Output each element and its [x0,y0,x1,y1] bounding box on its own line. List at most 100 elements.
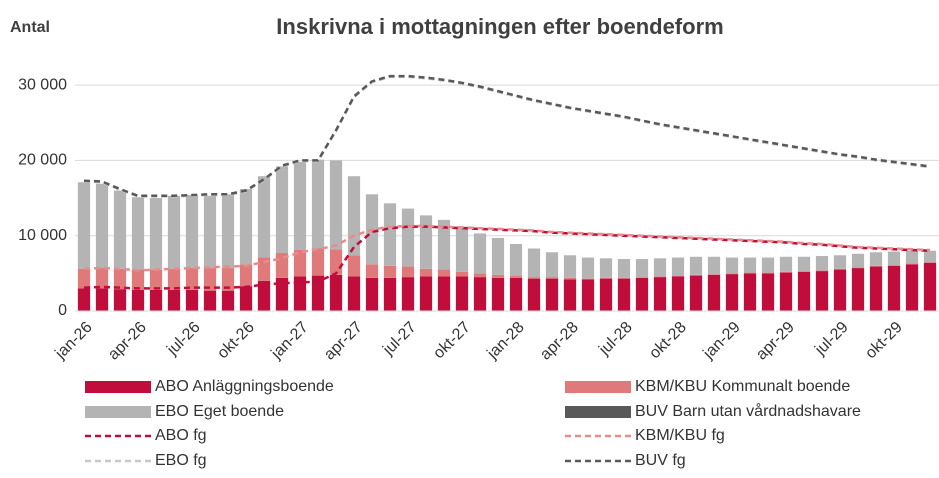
bar-segment [311,275,325,311]
bar-segment [725,257,739,274]
bar-segment [851,253,865,268]
bar-segment [509,277,523,311]
bar-segment [707,256,721,275]
legend-label: EBO fg [155,452,207,469]
legend-label: KBM/KBU Kommunalt boende [635,378,850,395]
bar-segment [689,275,703,311]
bar-segment [203,268,217,291]
chart-title: Inskrivna i mottagningen efter boendefor… [276,14,723,39]
bar-segment [473,273,487,278]
bar-segment [167,289,181,311]
bar-segment [365,264,379,278]
bar-segment [635,277,649,278]
bar-segment [509,275,523,278]
bar-segment [923,250,937,263]
x-tick-label: jul-27 [379,319,419,359]
bar-segment [329,160,343,250]
bar-segment [239,286,253,311]
bar-segment [113,289,127,311]
legend-label: ABO fg [155,427,207,444]
bar-segment [743,272,757,274]
bar-segment [617,278,631,311]
legend-label: BUV Barn utan vårdnadshavare [635,402,861,420]
bar-segment [293,250,307,277]
bar-segment [779,272,793,311]
bar-segment [221,194,235,269]
bar-segment [401,208,415,267]
x-tick-label: okt-26 [214,319,258,363]
bar-segment [401,266,415,278]
bar-segment [275,166,289,254]
bar-segment [95,268,109,289]
bar-segment [311,159,325,249]
bar-segment [887,265,901,266]
legend-swatch [85,381,151,393]
bar-segment [131,197,145,270]
bar-segment [329,249,343,275]
x-tick-label: okt-28 [646,319,690,363]
bar-segment [257,280,271,311]
bar-segment [563,279,577,311]
bar-segment [707,274,721,275]
y-axis-label: Antal [10,19,50,36]
x-tick-label: okt-29 [862,319,906,363]
bar-segment [527,278,541,311]
bar-segment [203,290,217,311]
x-tick-label: jul-26 [163,319,203,359]
bar-segment [833,255,847,269]
bar-segment [275,277,289,311]
legend-swatch [565,406,631,418]
bar-segment [77,182,91,269]
bar-segment [437,276,451,311]
bar-segment [437,219,451,270]
bar-segment [293,276,307,311]
x-tick-label: jan-29 [700,319,744,363]
bar-segment [347,276,361,311]
bar-segment [833,269,847,311]
bar-segment [383,277,397,311]
x-tick-label: jan-28 [484,319,528,363]
x-tick-label: jan-27 [268,319,312,363]
bar-segment [761,272,775,274]
bar-segment [599,277,613,279]
legend-swatch [565,381,631,393]
bar-segment [473,233,487,274]
bar-segment [419,276,433,311]
bar-segment [779,256,793,272]
bar-segment [797,271,811,272]
bar-segment [257,176,271,258]
x-tick-label: apr-29 [753,319,798,364]
bar-segment [815,271,829,311]
bar-segment [743,257,757,273]
bar-segment [329,274,343,311]
bar-segment [491,237,505,275]
legend-label: KBM/KBU fg [635,427,725,444]
bar-segment [77,268,91,289]
bar-segment [887,251,901,266]
y-tick-label: 30 000 [18,76,67,93]
bar-segment [797,256,811,272]
bar-segment [149,198,163,270]
bar-segment [725,274,739,311]
bar-segment [887,265,901,311]
bar-segment [149,269,163,290]
bar-segment [905,263,919,265]
bar-segment [455,276,469,311]
bar-segment [491,274,505,278]
bar-segment [635,277,649,311]
bar-segment [95,183,109,269]
bar-segment [167,195,181,269]
bar-segment [599,258,613,278]
bar-segment [923,262,937,263]
bar-segment [671,276,685,311]
bar-segment [653,276,667,278]
bar-segment [869,265,883,267]
bar-segment [527,277,541,279]
bar-segment [581,257,595,279]
bar-segment [581,278,595,280]
bar-segment [383,265,397,278]
bar-segment [563,277,577,280]
x-tick-label: jul-29 [811,319,851,359]
bar-segment [293,161,307,251]
